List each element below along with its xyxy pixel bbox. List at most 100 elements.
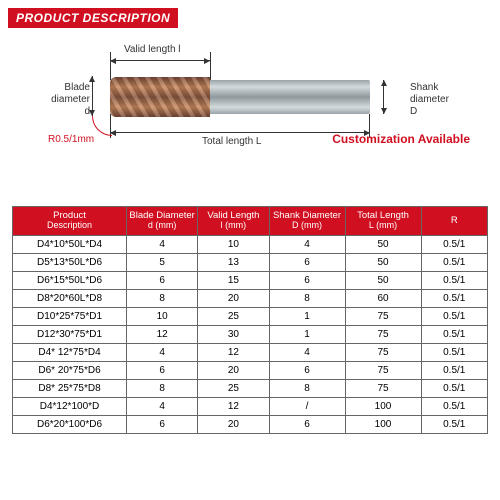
valid-length-label: Valid length l [124,44,181,55]
table-row: D10*25*75*D110251750.5/1 [13,308,488,326]
table-cell: 30 [198,326,269,344]
blade-diameter-label: Blade diameter d [20,82,90,118]
table-cell: D12*30*75*D1 [13,326,127,344]
table-cell: 25 [198,308,269,326]
table-cell: 100 [345,416,421,434]
table-cell: 0.5/1 [421,254,488,272]
table-cell: D4*10*50L*D4 [13,236,127,254]
table-cell: D4* 12*75*D4 [13,344,127,362]
table-cell: 15 [198,272,269,290]
table-header-cell: Valid Lengthl (mm) [198,207,269,236]
table-cell: 50 [345,254,421,272]
radius-indicator [92,116,112,136]
table-header-row: ProductDescriptionBlade Diameterd (mm)Va… [13,207,488,236]
table-cell: 0.5/1 [421,236,488,254]
table-cell: 75 [345,380,421,398]
table-cell: 75 [345,308,421,326]
table-cell: 60 [345,290,421,308]
table-cell: 0.5/1 [421,344,488,362]
table-cell: 8 [127,290,198,308]
table-cell: 0.5/1 [421,308,488,326]
tool-drawing: Valid length l Total length L [110,66,370,128]
table-cell: 6 [127,272,198,290]
table-cell: D5*13*50L*D6 [13,254,127,272]
table-row: D8* 25*75*D88258750.5/1 [13,380,488,398]
table-header-cell: Blade Diameterd (mm) [127,207,198,236]
spec-table: ProductDescriptionBlade Diameterd (mm)Va… [12,206,488,434]
table-cell: 6 [269,272,345,290]
table-cell: D4*12*100*D [13,398,127,416]
table-cell: D6*15*50L*D6 [13,272,127,290]
table-cell: 5 [127,254,198,272]
table-row: D4*10*50L*D44104500.5/1 [13,236,488,254]
table-cell: 25 [198,380,269,398]
table-cell: 8 [269,380,345,398]
table-header-cell: ProductDescription [13,207,127,236]
table-row: D4*12*100*D412/1000.5/1 [13,398,488,416]
table-cell: 50 [345,272,421,290]
table-cell: D6* 20*75*D6 [13,362,127,380]
table-cell: 0.5/1 [421,362,488,380]
table-cell: 6 [127,362,198,380]
table-cell: 4 [127,398,198,416]
table-cell: 4 [127,344,198,362]
table-cell: 1 [269,326,345,344]
table-cell: 0.5/1 [421,416,488,434]
table-cell: 13 [198,254,269,272]
table-cell: 75 [345,344,421,362]
table-cell: 8 [127,380,198,398]
radius-label: R0.5/1mm [48,134,94,145]
total-length-label: Total length L [202,136,262,147]
table-cell: 12 [127,326,198,344]
table-cell: 4 [269,344,345,362]
table-row: D4* 12*75*D44124750.5/1 [13,344,488,362]
flutes [110,77,210,117]
table-cell: 4 [127,236,198,254]
table-cell: 0.5/1 [421,380,488,398]
table-cell: 12 [198,344,269,362]
customization-note: Customization Available [332,132,470,146]
tool-body [110,80,370,114]
table-cell: / [269,398,345,416]
table-cell: 20 [198,290,269,308]
table-cell: D8*20*60L*D8 [13,290,127,308]
table-cell: 0.5/1 [421,326,488,344]
table-cell: 10 [127,308,198,326]
table-cell: 0.5/1 [421,290,488,308]
table-row: D6* 20*75*D66206750.5/1 [13,362,488,380]
table-cell: 6 [269,362,345,380]
table-cell: 10 [198,236,269,254]
table-header-cell: R [421,207,488,236]
shank-diameter-label: Shank diameter D [410,82,480,118]
section-header: PRODUCT DESCRIPTION [8,8,178,28]
table-cell: D10*25*75*D1 [13,308,127,326]
table-cell: 4 [269,236,345,254]
table-cell: 8 [269,290,345,308]
table-cell: 75 [345,362,421,380]
table-cell: D6*20*100*D6 [13,416,127,434]
table-cell: 50 [345,236,421,254]
table-row: D8*20*60L*D88208600.5/1 [13,290,488,308]
table-row: D6*15*50L*D66156500.5/1 [13,272,488,290]
table-header-cell: Total LengthL (mm) [345,207,421,236]
table-cell: 6 [127,416,198,434]
table-cell: 100 [345,398,421,416]
table-cell: 75 [345,326,421,344]
table-cell: 6 [269,416,345,434]
tool-diagram: Blade diameter d Shank diameter D Valid … [0,38,500,178]
table-cell: 1 [269,308,345,326]
table-row: D5*13*50L*D65136500.5/1 [13,254,488,272]
table-body: D4*10*50L*D44104500.5/1D5*13*50L*D651365… [13,236,488,434]
table-cell: 20 [198,362,269,380]
table-cell: 0.5/1 [421,272,488,290]
table-cell: 6 [269,254,345,272]
table-row: D12*30*75*D112301750.5/1 [13,326,488,344]
table-cell: 12 [198,398,269,416]
table-cell: D8* 25*75*D8 [13,380,127,398]
table-header-cell: Shank DiameterD (mm) [269,207,345,236]
table-row: D6*20*100*D662061000.5/1 [13,416,488,434]
table-cell: 20 [198,416,269,434]
spec-table-wrap: ProductDescriptionBlade Diameterd (mm)Va… [12,206,488,434]
shank [210,80,370,114]
table-cell: 0.5/1 [421,398,488,416]
